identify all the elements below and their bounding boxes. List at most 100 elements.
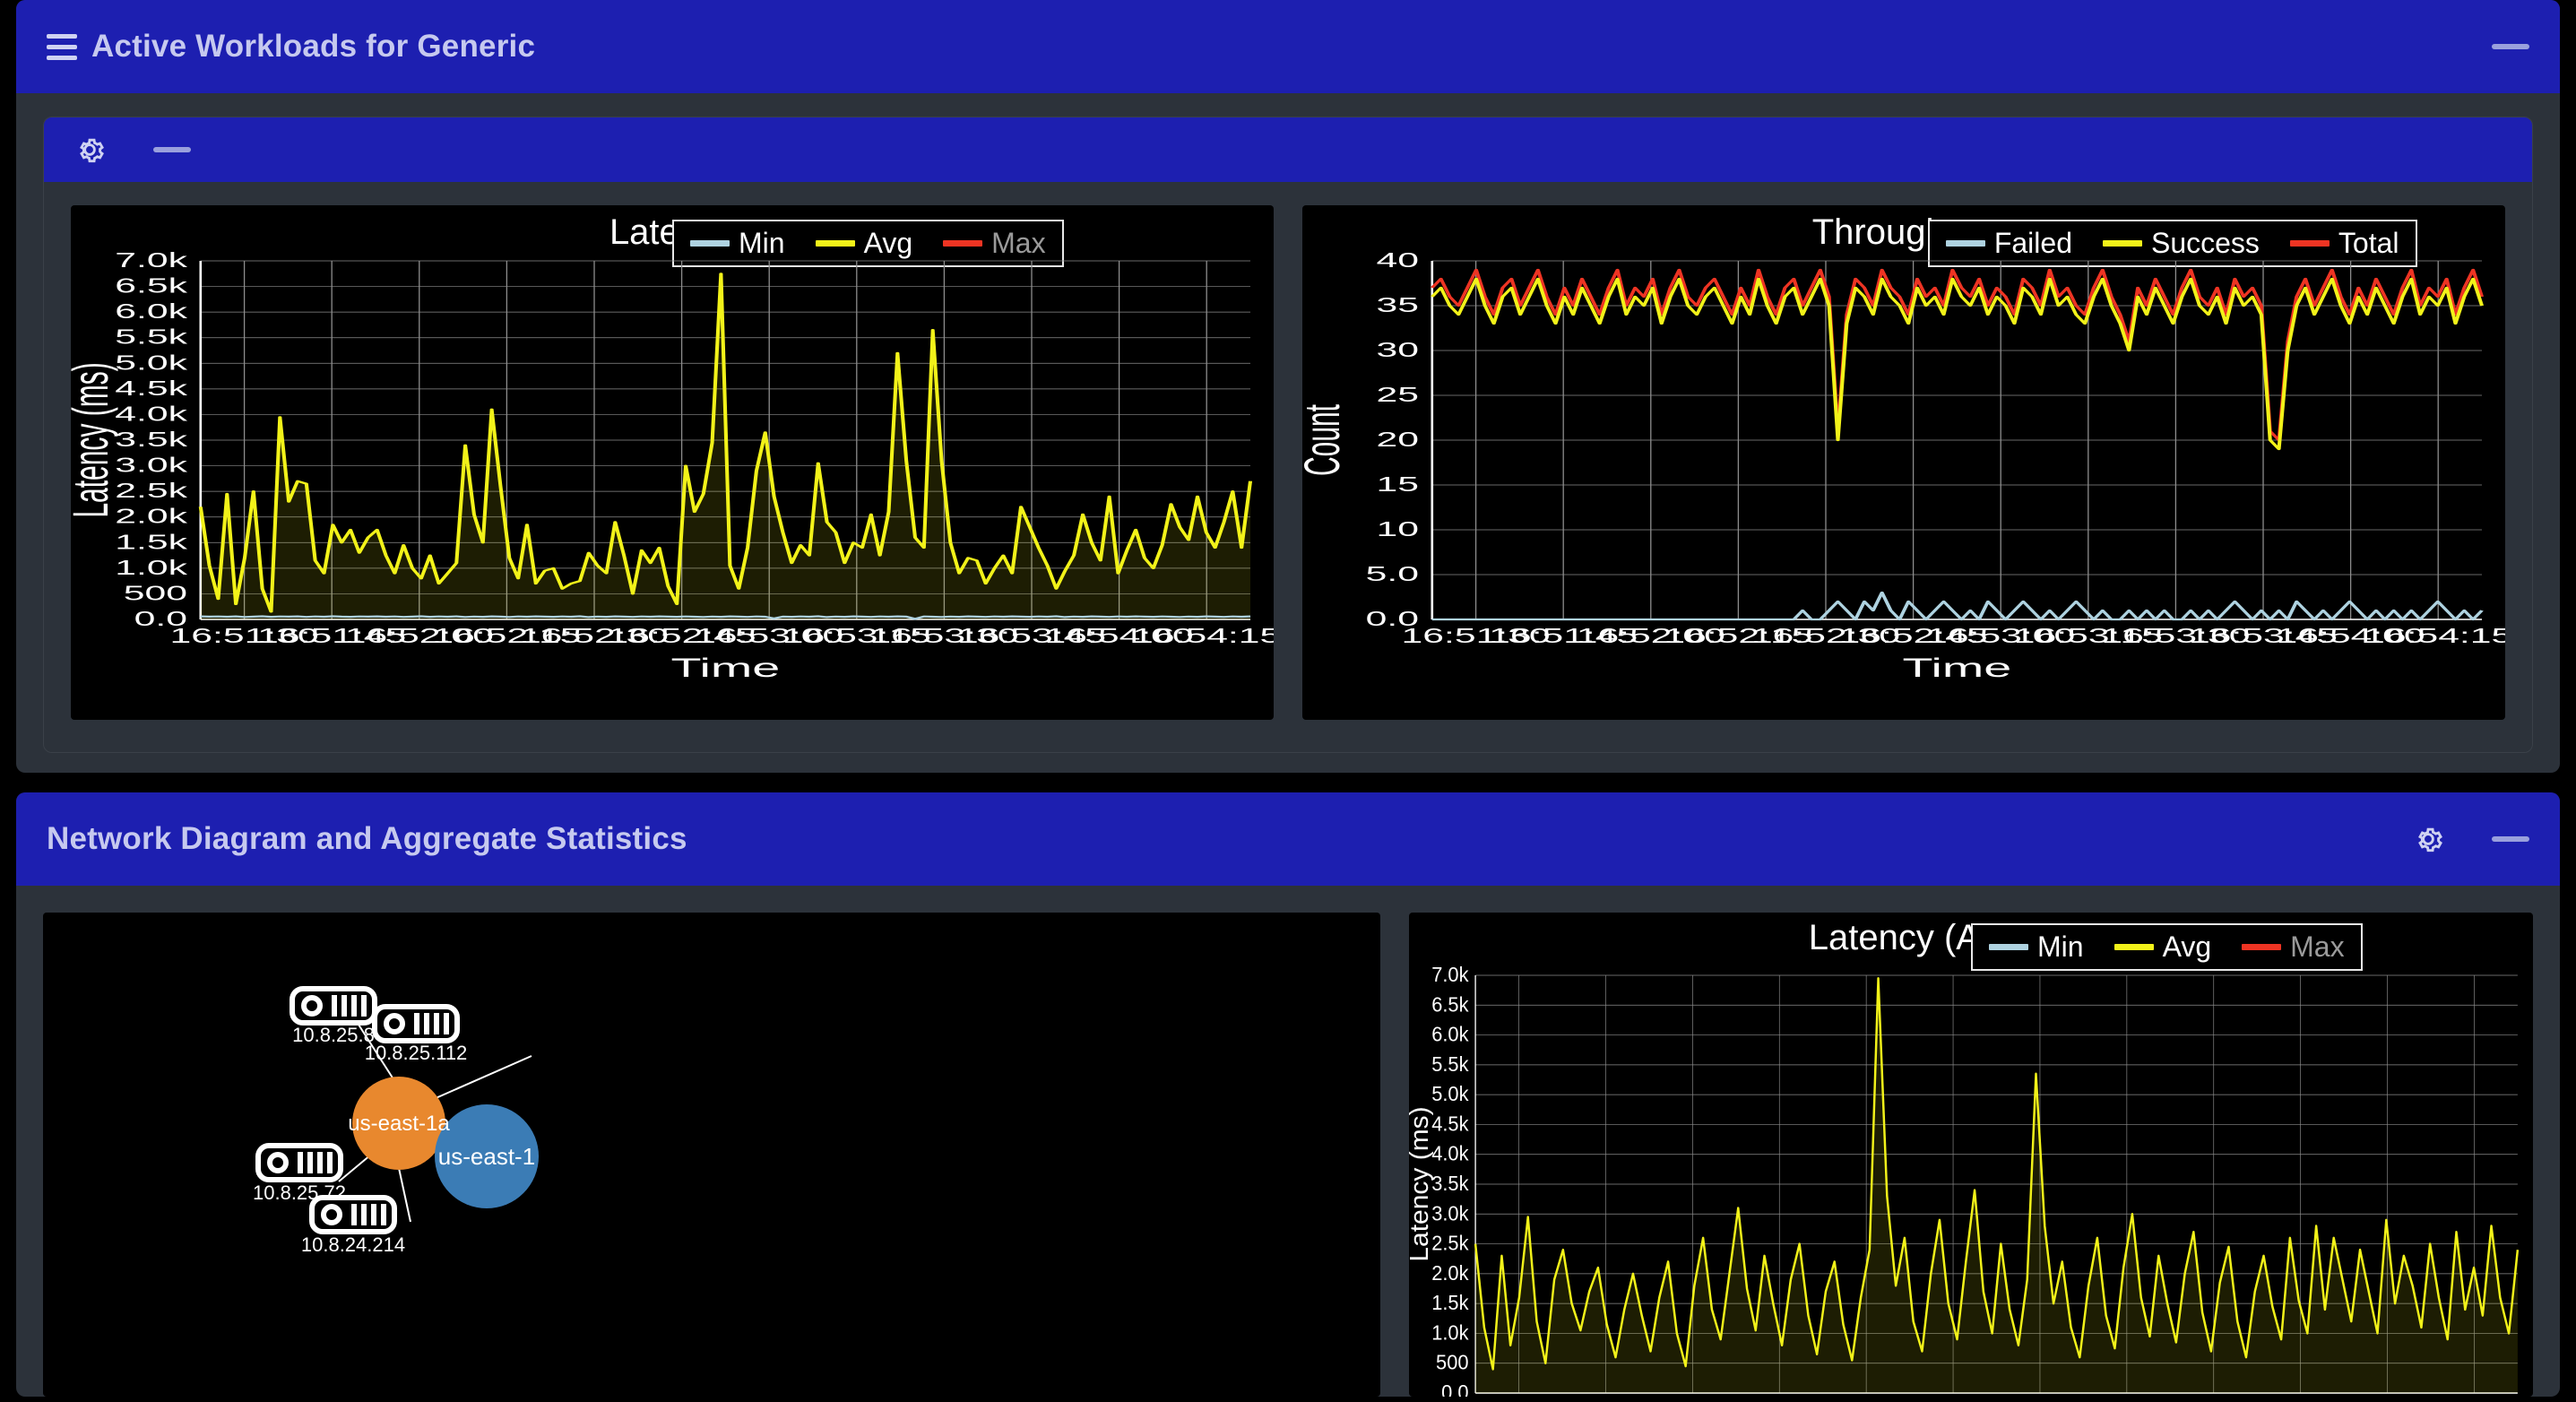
svg-text:5.0k: 5.0k	[1431, 1083, 1469, 1106]
inner-panel-toolbar	[44, 117, 2532, 182]
svg-text:15: 15	[1376, 473, 1418, 496]
svg-text:16:53:00: 16:53:00	[1926, 625, 2075, 647]
svg-text:1.0k: 1.0k	[115, 557, 188, 579]
svg-text:4.0k: 4.0k	[115, 402, 188, 425]
node-label-region: us-east-1	[438, 1143, 535, 1170]
svg-text:0.0: 0.0	[1441, 1380, 1468, 1397]
legend-label-min-agg: Min	[2037, 930, 2084, 963]
gear-icon[interactable]	[73, 133, 107, 167]
svg-text:40: 40	[1376, 249, 1418, 272]
legend-item-min-agg[interactable]: Min	[1989, 930, 2084, 964]
minimize-button-network[interactable]	[2492, 836, 2529, 842]
server-node-4	[309, 1195, 397, 1234]
svg-text:2.5k: 2.5k	[115, 480, 188, 502]
legend-label-avg: Avg	[863, 227, 913, 259]
legend-item-min[interactable]: Min	[690, 227, 785, 260]
svg-text:Count: Count	[1302, 404, 1350, 476]
legend-label-min: Min	[739, 227, 785, 259]
svg-text:6.5k: 6.5k	[115, 274, 188, 297]
svg-text:16:54:00: 16:54:00	[1045, 625, 1194, 647]
legend-label-success: Success	[2150, 227, 2260, 259]
svg-text:6.0k: 6.0k	[1431, 1023, 1469, 1046]
legend-label-failed: Failed	[1993, 227, 2072, 259]
plot-area-latency: 0.0 500 1.0k 1.5k 2.0k 2.5k 3.0k 3.5k 4.0k 4.5k 5.…	[71, 205, 1274, 720]
svg-text:2.5k: 2.5k	[1431, 1232, 1469, 1255]
svg-text:25: 25	[1376, 384, 1418, 406]
chart-latency: Latency Min Avg Max 0.05001.0k1.5k2.0k2.…	[71, 205, 1274, 720]
node-region-us-east-1[interactable]	[435, 1104, 539, 1208]
svg-text:Time: Time	[1903, 653, 2012, 683]
svg-text:16:51:45: 16:51:45	[257, 625, 406, 647]
svg-text:5.5k: 5.5k	[115, 326, 188, 349]
legend-throughput: Failed Success Total	[1927, 220, 2417, 267]
svg-text:16:53:45: 16:53:45	[2189, 625, 2338, 647]
panel-title-network: Network Diagram and Aggregate Statistics	[47, 821, 687, 856]
svg-text:35: 35	[1376, 294, 1418, 316]
svg-text:Latency (ms): Latency (ms)	[71, 362, 118, 517]
svg-text:16:53:00: 16:53:00	[695, 625, 843, 647]
legend-label-avg-agg: Avg	[2162, 930, 2212, 963]
svg-text:16:51:45: 16:51:45	[1489, 625, 1638, 647]
panel-active-workloads: Active Workloads for Generic Latency Min…	[16, 0, 2560, 773]
svg-text:3.0k: 3.0k	[115, 454, 188, 476]
svg-text:30: 30	[1376, 339, 1418, 361]
svg-text:500: 500	[1436, 1351, 1468, 1374]
legend-item-avg-agg[interactable]: Avg	[2114, 930, 2212, 964]
svg-text:16:53:15: 16:53:15	[782, 625, 931, 647]
svg-text:16:52:15: 16:52:15	[1664, 625, 1812, 647]
svg-text:16:54:00: 16:54:00	[2277, 625, 2425, 647]
svg-text:1.5k: 1.5k	[1431, 1292, 1469, 1315]
svg-text:5.0k: 5.0k	[115, 351, 188, 374]
svg-text:4.0k: 4.0k	[1431, 1142, 1469, 1165]
inner-panel-body: Latency Min Avg Max 0.05001.0k1.5k2.0k2.…	[44, 182, 2532, 752]
svg-text:Time: Time	[671, 653, 781, 683]
server-node-1	[290, 986, 377, 1026]
legend-item-max-agg[interactable]: Max	[2242, 930, 2345, 964]
legend-item-success[interactable]: Success	[2102, 227, 2260, 260]
svg-text:16:52:15: 16:52:15	[432, 625, 581, 647]
panel-header-active-workloads: Active Workloads for Generic	[16, 0, 2560, 93]
svg-text:16:52:45: 16:52:45	[608, 625, 756, 647]
svg-text:16:53:30: 16:53:30	[2101, 625, 2250, 647]
svg-text:6.0k: 6.0k	[115, 300, 188, 323]
minimize-button-active-workloads[interactable]	[2492, 44, 2529, 49]
node-label-4: 10.8.24.214	[301, 1233, 405, 1256]
minimize-button-inner[interactable]	[153, 147, 191, 152]
svg-text:2.0k: 2.0k	[115, 506, 188, 528]
svg-text:16:51:30: 16:51:30	[1402, 625, 1551, 647]
svg-text:16:54:15: 16:54:15	[2364, 625, 2505, 647]
svg-text:1.5k: 1.5k	[115, 531, 188, 553]
svg-text:16:53:15: 16:53:15	[2014, 625, 2163, 647]
chart-throughput: Throughput Failed Success Total 0.0 5.0 10…	[1302, 205, 2505, 720]
server-node-2	[372, 1004, 460, 1043]
svg-text:16:52:45: 16:52:45	[1839, 625, 1988, 647]
legend-item-max[interactable]: Max	[943, 227, 1046, 260]
legend-item-failed[interactable]: Failed	[1945, 227, 2072, 260]
legend-label-total: Total	[2338, 227, 2399, 259]
svg-text:3.0k: 3.0k	[1431, 1202, 1469, 1225]
svg-text:16:52:00: 16:52:00	[345, 625, 494, 647]
svg-text:1.0k: 1.0k	[1431, 1321, 1469, 1345]
svg-text:16:52:00: 16:52:00	[1577, 625, 1725, 647]
gear-icon-network[interactable]	[2411, 822, 2445, 856]
hamburger-icon[interactable]	[47, 33, 77, 60]
svg-text:4.5k: 4.5k	[1431, 1112, 1469, 1136]
svg-text:0.0: 0.0	[134, 608, 187, 630]
chart-latency-aggregate: Latency (Aggregate) Min Avg Max 0.05001.…	[1409, 913, 2533, 1397]
svg-text:16:52:30: 16:52:30	[520, 625, 669, 647]
svg-text:16:51:30: 16:51:30	[170, 625, 319, 647]
node-zone-us-east-1a[interactable]	[352, 1077, 445, 1170]
svg-text:3.5k: 3.5k	[1431, 1172, 1469, 1195]
svg-text:16:52:30: 16:52:30	[1751, 625, 1900, 647]
legend-label-max-agg: Max	[2290, 930, 2345, 963]
node-label-2: 10.8.25.112	[365, 1042, 468, 1064]
svg-text:500: 500	[124, 582, 187, 604]
plot-area-latency-aggregate: 0.0 500 1.0k 1.5k 2.0k 2.5k 3.0k 3.5k 4.0k 4.5k 5.…	[1409, 913, 2533, 1397]
panel-header-network: Network Diagram and Aggregate Statistics	[16, 792, 2560, 886]
legend-item-total[interactable]: Total	[2289, 227, 2399, 260]
svg-text:5.5k: 5.5k	[1431, 1052, 1469, 1076]
svg-text:7.0k: 7.0k	[115, 249, 188, 272]
legend-item-avg[interactable]: Avg	[815, 227, 913, 260]
svg-text:0.0: 0.0	[1366, 608, 1419, 630]
network-diagram-canvas[interactable]: 10.8.25.8 10.8.25.112 10.8.25.72 10.8.24…	[43, 913, 1380, 1397]
